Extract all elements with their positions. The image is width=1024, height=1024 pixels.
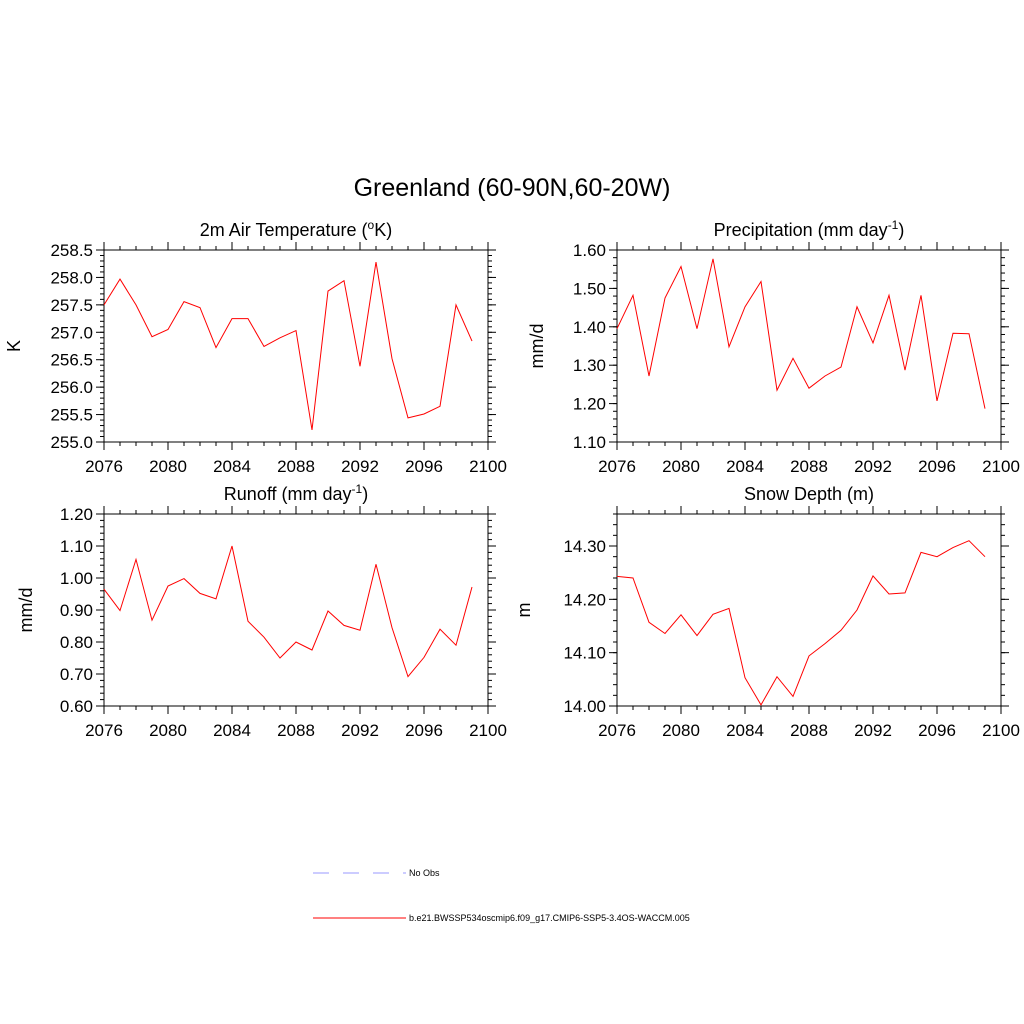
x-tick-label: 2080 (662, 457, 700, 476)
panel-title-suffix: ) (898, 220, 904, 240)
panel-4: Snow Depth (m) m 2076 2080 2084 2088 2092 2096 2… (514, 484, 1020, 740)
x-tick-label: 2096 (405, 457, 443, 476)
x-tick-label: 2100 (982, 457, 1020, 476)
x-tick-label: 2096 (918, 457, 956, 476)
y-tick-label: 1.10 (573, 433, 606, 452)
panel-title-suffix: K) (374, 220, 392, 240)
y-axis-label: K (4, 340, 24, 352)
y-tick-label: 0.90 (60, 601, 93, 620)
y-tick-label: 1.20 (60, 505, 93, 524)
panel-title-superscript: -1 (888, 218, 899, 232)
series-line (616, 258, 986, 409)
y-tick-label: 257.5 (50, 296, 93, 315)
y-tick-label: 14.10 (563, 644, 606, 663)
y-tick-label: 1.60 (573, 241, 606, 260)
y-tick-label: 0.80 (60, 633, 93, 652)
y-tick-label: 255.0 (50, 433, 93, 452)
x-tick-label: 2100 (982, 721, 1020, 740)
y-tick-label: 1.30 (573, 356, 606, 375)
y-tick-label: 1.20 (573, 395, 606, 414)
panel-title-main: Precipitation (mm day (714, 220, 888, 240)
x-tick-label: 2080 (149, 457, 187, 476)
panel-title-superscript: -1 (352, 482, 363, 496)
panel-title: Precipitation (mm day-1) (714, 218, 905, 240)
x-tick-label: 2092 (854, 721, 892, 740)
x-tick-label: 2092 (854, 457, 892, 476)
legend-label-obs: No Obs (409, 868, 440, 878)
figure-title: Greenland (60-90N,60-20W) (354, 174, 671, 202)
y-axis-label: m (514, 603, 534, 618)
x-tick-label: 2080 (149, 721, 187, 740)
panel-title-superscript: o (368, 218, 375, 232)
x-tick-label: 2084 (213, 721, 251, 740)
x-tick-label: 2100 (469, 457, 507, 476)
y-tick-label: 256.5 (50, 351, 93, 370)
x-tick-label: 2096 (918, 721, 956, 740)
y-tick-label: 0.70 (60, 665, 93, 684)
series-line (616, 540, 986, 706)
x-tick-label: 2088 (790, 457, 828, 476)
x-tick-label: 2076 (598, 721, 636, 740)
panel-3: Runoff (mm day-1) mm/d 2076 2080 2084 2088 209… (16, 482, 507, 740)
x-tick-label: 2080 (662, 721, 700, 740)
y-tick-label: 14.30 (563, 537, 606, 556)
y-tick-label: 1.10 (60, 537, 93, 556)
series-line (103, 545, 473, 678)
panel-title: Snow Depth (m) (744, 484, 874, 504)
x-tick-label: 2092 (341, 457, 379, 476)
x-tick-label: 2084 (213, 457, 251, 476)
plot-frame (103, 249, 489, 443)
plot-frame (616, 513, 1002, 707)
y-tick-label: 256.0 (50, 378, 93, 397)
legend-label-model: b.e21.BWSSP534oscmip6.f09_g17.CMIP6-SSP5… (409, 913, 690, 923)
x-tick-label: 2096 (405, 721, 443, 740)
panel-title-main: Runoff (mm day (224, 484, 352, 504)
panel-title: Runoff (mm day-1) (224, 482, 368, 504)
y-tick-label: 14.20 (563, 590, 606, 609)
y-tick-label: 258.0 (50, 268, 93, 287)
y-tick-label: 257.0 (50, 323, 93, 342)
legend: No Obs b.e21.BWSSP534oscmip6.f09_g17.CMI… (313, 868, 690, 923)
y-tick-label: 1.50 (573, 279, 606, 298)
y-tick-label: 14.00 (563, 697, 606, 716)
panel-title-suffix: ) (362, 484, 368, 504)
x-tick-label: 2076 (85, 721, 123, 740)
x-tick-label: 2088 (277, 457, 315, 476)
panel-1: 2m Air Temperature (oK) K 2076 2080 2084 2088… (4, 218, 507, 476)
x-tick-label: 2092 (341, 721, 379, 740)
y-tick-label: 0.60 (60, 697, 93, 716)
y-axis-label: mm/d (527, 324, 547, 369)
panel-title-main: Snow Depth (m) (744, 484, 874, 504)
y-tick-label: 1.40 (573, 318, 606, 337)
panel-title-main: 2m Air Temperature ( (200, 220, 368, 240)
x-tick-label: 2076 (85, 457, 123, 476)
y-tick-label: 258.5 (50, 241, 93, 260)
panel-title: 2m Air Temperature (oK) (200, 218, 392, 240)
x-tick-label: 2088 (790, 721, 828, 740)
y-axis-label: mm/d (16, 588, 36, 633)
x-tick-label: 2088 (277, 721, 315, 740)
y-tick-label: 1.00 (60, 569, 93, 588)
x-tick-label: 2076 (598, 457, 636, 476)
series-line (103, 262, 473, 430)
plot-frame (103, 513, 489, 707)
x-tick-label: 2084 (726, 457, 764, 476)
panel-2: Precipitation (mm day-1) mm/d 2076 2080 2084… (527, 218, 1020, 476)
y-tick-label: 255.5 (50, 406, 93, 425)
x-tick-label: 2084 (726, 721, 764, 740)
x-tick-label: 2100 (469, 721, 507, 740)
panels: 2m Air Temperature (oK) K 2076 2080 2084 2088… (4, 218, 1020, 740)
